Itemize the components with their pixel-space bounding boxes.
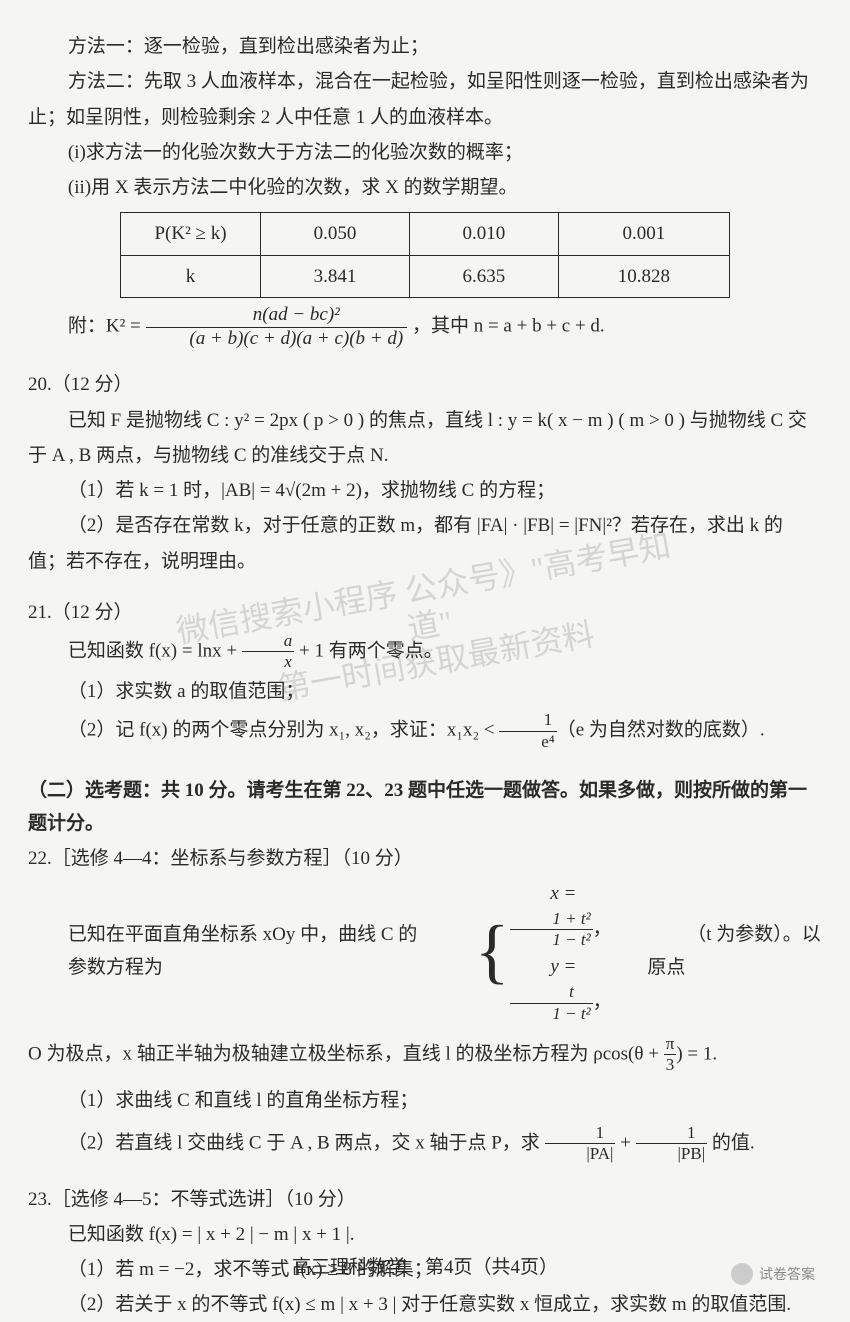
q22-l4: （2）若直线 l 交曲线 C 于 A , B 两点，交 x 轴于点 P，求 1|… [28,1123,822,1165]
eq-x-post: ， [593,918,612,939]
q23-head: 23.［选修 4—5：不等式选讲］（10 分） [28,1183,822,1216]
q22-l2: O 为极点，x 轴正半轴为极轴建立极坐标系，直线 l 的极坐标方程为 ρcos(… [28,1034,822,1076]
intro-line-2: 方法二：先取 3 人血液样本，混合在一起检验，如呈阳性则逐一检验，直到检出感染者… [28,65,822,98]
eq-x-pre: x = [550,883,576,904]
x-frac: 1 + t²1 − t² [510,909,592,951]
q20-head: 20.（12 分） [28,368,822,401]
q20-l3b: 值；若不存在，说明理由。 [28,545,822,578]
q23-l2: （1）若 m = −2，求不等式 f(x) ≥ 8 的解集； [28,1253,822,1286]
table-row: k 3.841 6.635 10.828 [121,255,730,297]
q21-head: 21.（12 分） [28,596,822,629]
k2-den: (a + b)(c + d)(a + c)(b + d) [146,328,408,351]
q21-den: x [242,652,294,672]
q23-l1: 已知函数 f(x) = | x + 2 | − m | x + 1 |. [28,1218,822,1251]
q22-l2-pre: O 为极点，x 轴正半轴为极轴建立极坐标系，直线 l 的极坐标方程为 ρcos(… [28,1043,664,1064]
parametric-system: { x = 1 + t²1 − t²， y = t1 − t²， [435,878,639,1024]
q21-l3: （2）记 f(x) 的两个零点分别为 x₁, x₂，求证：x₁x₂ < 1e⁴（… [28,710,822,752]
q20-l2: （1）若 k = 1 时，|AB| = 4√(2m + 2)，求抛物线 C 的方… [28,474,822,507]
q21-frac-a-x: ax [242,631,294,673]
eq-y-pre: y = [550,956,576,977]
q21-l3-num: 1 [499,710,556,731]
q22-l1b: （t 为参数）。以原点 [647,918,822,985]
y-den: 1 − t² [510,1004,592,1024]
q21-l1-post: + 1 有两个零点。 [294,640,442,661]
cell-r1c4: 0.001 [558,213,729,255]
y-num: t [510,982,592,1003]
cell-r2c3: 6.635 [409,255,558,297]
cell-r1c1: P(K² ≥ k) [121,213,261,255]
left-brace-icon: { [435,915,509,987]
q22-l1: 已知在平面直角坐标系 xOy 中，曲线 C 的参数方程为 { x = 1 + t… [28,878,822,1024]
attach-formula: 附：K² = n(ad − bc)² (a + b)(c + d)(a + c)… [28,304,822,351]
y-frac: t1 − t² [510,982,592,1024]
eq-y-row: y = t1 − t²， [510,951,639,1024]
q22-l4-pre: （2）若直线 l 交曲线 C 于 A , B 两点，交 x 轴于点 P，求 [68,1132,545,1153]
cell-r1c3: 0.010 [409,213,558,255]
q21-l3-pre: （2）记 f(x) 的两个零点分别为 x₁, x₂，求证：x₁x₂ < [68,719,499,740]
section2-head: （二）选考题：共 10 分。请考生在第 22、23 题中任选一题做答。如果多做，… [28,774,822,841]
pi-num: π [664,1034,677,1055]
q21-l2: （1）求实数 a 的取值范围； [28,675,822,708]
inv-pa-frac: 1|PA| [545,1123,616,1165]
intro-line-5: (ii)用 X 表示方法二中化验的次数，求 X 的数学期望。 [28,171,822,204]
q21-l1: 已知函数 f(x) = lnx + ax + 1 有两个零点。 [28,631,822,673]
x-den: 1 − t² [510,930,592,950]
q22-l4-post: 的值. [707,1132,755,1153]
q23-l3: （2）若关于 x 的不等式 f(x) ≤ m | x + 3 | 对于任意实数 … [28,1288,822,1321]
k2-num: n(ad − bc)² [146,304,408,328]
q21-l3-den: e⁴ [499,732,556,752]
q20-l3a: （2）是否存在常数 k，对于任意的正数 m，都有 |FA| · |FB| = |… [28,509,822,542]
q20-l1a: 已知 F 是抛物线 C : y² = 2px ( p > 0 ) 的焦点，直线 … [28,404,822,437]
pb-num: 1 [636,1123,708,1144]
q22-l2-post: ) = 1. [676,1043,717,1064]
cell-r2c1: k [121,255,261,297]
pi-den: 3 [664,1055,677,1075]
page-content: 方法一：逐一检验，直到检出感染者为止； 方法二：先取 3 人血液样本，混合在一起… [28,30,822,1322]
pi-3-frac: π3 [664,1034,677,1076]
intro-line-4: (i)求方法一的化验次数大于方法二的化验次数的概率； [28,136,822,169]
attach-pre: 附：K² = [68,315,146,336]
intro-line-3: 止；如呈阴性，则检验剩余 2 人中任意 1 人的血液样本。 [28,101,822,134]
cell-r2c2: 3.841 [261,255,410,297]
eq-x-row: x = 1 + t²1 − t²， [510,878,639,951]
q22-l1a: 已知在平面直角坐标系 xOy 中，曲线 C 的参数方程为 [28,918,435,985]
pb-den: |PB| [636,1144,708,1164]
pa-num: 1 [545,1123,616,1144]
pa-den: |PA| [545,1144,616,1164]
q21-l3-post: （e 为自然对数的底数）. [557,719,765,740]
cell-r2c4: 10.828 [558,255,729,297]
q21-num: a [242,631,294,652]
attach-post: ，其中 n = a + b + c + d. [412,315,605,336]
q21-l1-pre: 已知函数 f(x) = lnx + [68,640,242,661]
inv-pb-frac: 1|PB| [636,1123,708,1165]
cell-r1c2: 0.050 [261,213,410,255]
k-table: P(K² ≥ k) 0.050 0.010 0.001 k 3.841 6.63… [120,212,730,298]
eq-y-post: ， [593,991,612,1012]
q21-frac-1-e4: 1e⁴ [499,710,556,752]
brace-body: x = 1 + t²1 − t²， y = t1 − t²， [510,878,639,1024]
q22-l4-mid: + [615,1132,635,1153]
q22-head: 22.［选修 4—4：坐标系与参数方程］（10 分） [28,842,822,875]
table-row: P(K² ≥ k) 0.050 0.010 0.001 [121,213,730,255]
intro-line-1: 方法一：逐一检验，直到检出感染者为止； [28,30,822,63]
k2-fraction: n(ad − bc)² (a + b)(c + d)(a + c)(b + d) [146,304,408,351]
q20-l1b: 于 A , B 两点，与抛物线 C 的准线交于点 N. [28,439,822,472]
x-num: 1 + t² [510,909,592,930]
q22-l3: （1）求曲线 C 和直线 l 的直角坐标方程； [28,1084,822,1117]
